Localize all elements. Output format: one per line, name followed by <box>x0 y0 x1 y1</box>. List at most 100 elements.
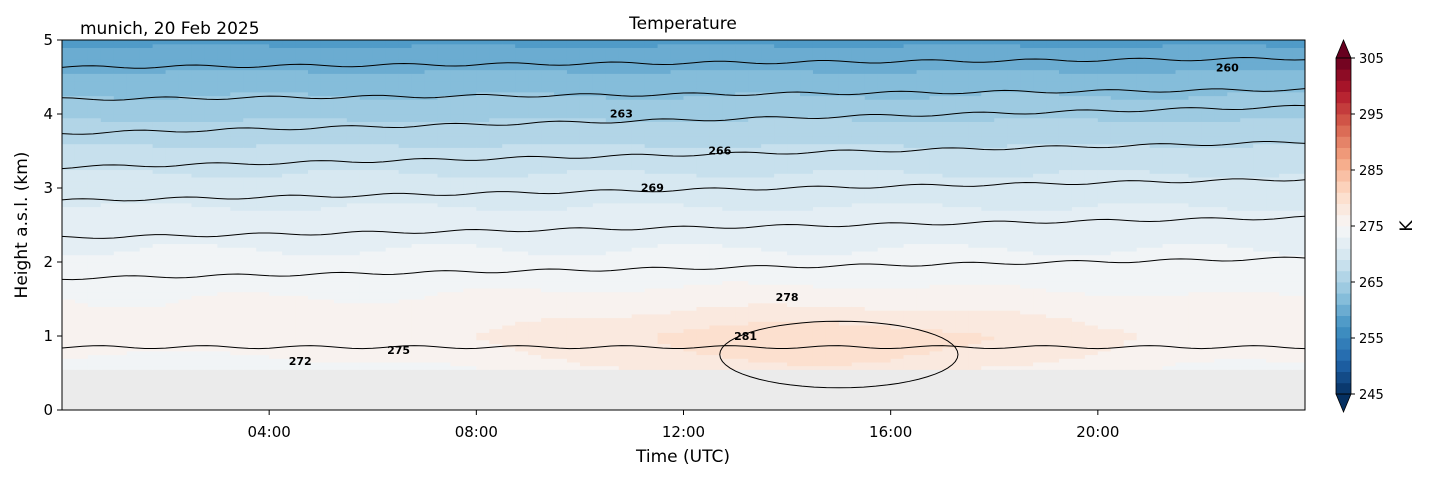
heatmap-cell <box>709 276 723 282</box>
heatmap-cell <box>359 139 374 145</box>
heatmap-cell <box>476 258 490 263</box>
heatmap-cell <box>269 321 283 326</box>
heatmap-cell <box>243 217 257 222</box>
heatmap-cell <box>398 58 413 63</box>
heatmap-cell <box>696 324 710 330</box>
heatmap-cell <box>683 291 698 296</box>
heatmap-cell <box>295 106 309 111</box>
heatmap-cell <box>320 310 335 315</box>
heatmap-cell <box>385 73 400 78</box>
heatmap-cell <box>528 128 542 134</box>
heatmap-cell <box>411 128 426 134</box>
heatmap-cell <box>100 295 115 300</box>
heatmap-cell <box>489 114 503 119</box>
heatmap-cell <box>372 328 387 333</box>
heatmap-cell <box>282 125 296 130</box>
heatmap-cell <box>566 213 581 219</box>
heatmap-cell <box>178 225 193 230</box>
heatmap-cell <box>230 162 244 167</box>
heatmap-cell <box>113 117 128 122</box>
heatmap-cell <box>554 258 568 263</box>
heatmap-cell <box>424 358 439 363</box>
heatmap-cell <box>346 195 361 200</box>
heatmap-cell <box>346 73 361 78</box>
heatmap-cell <box>541 54 555 60</box>
heatmap-cell <box>62 47 76 52</box>
heatmap-cell <box>398 265 413 270</box>
heatmap-cell <box>398 47 413 52</box>
heatmap-cell <box>670 195 685 200</box>
heatmap-cell <box>165 269 180 274</box>
heatmap-cell <box>217 295 231 300</box>
heatmap-cell <box>398 77 413 82</box>
heatmap-cell <box>62 228 76 233</box>
heatmap-cell <box>722 114 736 119</box>
heatmap-cell <box>411 169 426 174</box>
heatmap-cell <box>450 143 464 148</box>
heatmap-cell <box>126 95 141 100</box>
heatmap-cell <box>100 121 115 126</box>
heatmap-cell <box>139 184 154 189</box>
heatmap-cell <box>87 180 102 185</box>
heatmap-cell <box>269 232 283 237</box>
heatmap-cell <box>618 321 633 326</box>
heatmap-cell <box>670 365 685 370</box>
heatmap-cell <box>502 295 516 300</box>
heatmap-cell <box>333 254 348 259</box>
heatmap-cell <box>256 169 270 174</box>
heatmap-cell <box>165 69 180 74</box>
heatmap-cell <box>87 40 102 45</box>
heatmap-cell <box>463 210 477 215</box>
heatmap-cell <box>204 114 218 119</box>
heatmap-cell <box>541 328 555 333</box>
heatmap-cell <box>709 250 723 256</box>
heatmap-cell <box>424 69 439 74</box>
heatmap-cell <box>411 232 426 237</box>
heatmap-cell <box>230 102 244 108</box>
heatmap-cell <box>657 128 672 134</box>
heatmap-cell <box>126 51 141 56</box>
heatmap-cell <box>243 299 257 304</box>
heatmap-cell <box>670 239 685 245</box>
heatmap-cell <box>217 80 231 85</box>
heatmap-cell <box>139 88 154 93</box>
heatmap-cell <box>178 132 193 137</box>
heatmap-cell <box>450 269 464 274</box>
heatmap-cell <box>450 84 464 89</box>
heatmap-cell <box>489 106 503 111</box>
heatmap-cell <box>709 158 723 163</box>
heatmap-cell <box>269 154 283 159</box>
heatmap-cell <box>541 132 555 137</box>
heatmap-cell <box>761 295 775 300</box>
heatmap-cell <box>62 102 76 108</box>
heatmap-cell <box>295 136 309 141</box>
heatmap-cell <box>359 69 374 74</box>
heatmap-cell <box>204 324 218 330</box>
heatmap-cell <box>463 280 477 285</box>
heatmap-cell <box>152 336 167 341</box>
heatmap-cell <box>87 232 102 237</box>
heatmap-cell <box>333 199 348 204</box>
heatmap-cell <box>579 84 594 89</box>
heatmap-cell <box>424 287 439 293</box>
heatmap-cell <box>243 199 257 204</box>
heatmap-cell <box>398 210 413 215</box>
heatmap-cell <box>618 169 633 174</box>
heatmap-cell <box>359 114 374 119</box>
heatmap-cell <box>204 321 218 326</box>
heatmap-cell <box>476 40 490 45</box>
heatmap-cell <box>126 62 141 67</box>
heatmap-cell <box>528 310 542 315</box>
heatmap-cell <box>761 332 775 337</box>
heatmap-cell <box>489 69 503 74</box>
heatmap-cell <box>463 295 477 300</box>
heatmap-cell <box>424 106 439 111</box>
heatmap-cell <box>502 139 516 145</box>
heatmap-cell <box>696 313 710 319</box>
heatmap-cell <box>774 162 788 167</box>
heatmap-cell <box>139 169 154 174</box>
heatmap-cell <box>269 128 283 134</box>
heatmap-cell <box>113 202 128 208</box>
heatmap-cell <box>696 328 710 333</box>
heatmap-cell <box>696 199 710 204</box>
